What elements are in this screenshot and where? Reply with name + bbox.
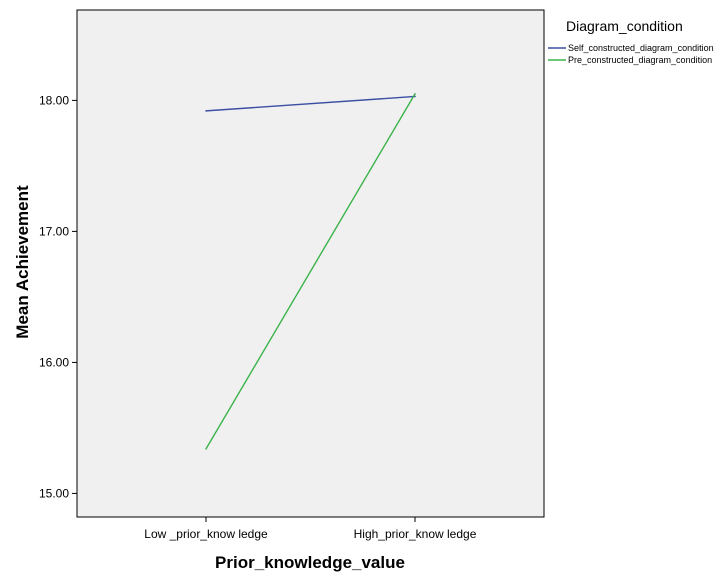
legend-title: Diagram_condition [566,18,683,34]
series-2-point [205,448,207,450]
series-2-point [414,93,416,95]
legend-label: Pre_constructed_diagram_condition [568,55,712,65]
y-axis-ticks: 15.00 16.00 17.00 18.00 [39,93,77,500]
x-axis-title: Prior_knowledge_value [215,553,405,572]
x-tick-label: Low _prior_know ledge [144,527,268,541]
legend: Diagram_condition Self_constructed_diagr… [548,18,714,65]
series-line-1 [205,95,416,112]
series-1-point [205,110,207,112]
series-line-2 [205,93,416,450]
series-1-point [414,95,416,98]
plot-area [76,9,545,518]
y-tick-label: 17.00 [39,224,69,238]
x-tick-label: High_prior_know ledge [354,527,477,541]
legend-label: Self_constructed_diagram_condition [568,43,714,53]
x-axis-ticks: Low _prior_know ledge High_prior_know led… [144,517,477,541]
y-tick-label: 18.00 [39,93,69,107]
y-tick-label: 15.00 [39,486,69,500]
series-lines [205,93,416,450]
y-tick-label: 16.00 [39,355,69,369]
y-axis-title: Mean Achievement [13,185,32,339]
